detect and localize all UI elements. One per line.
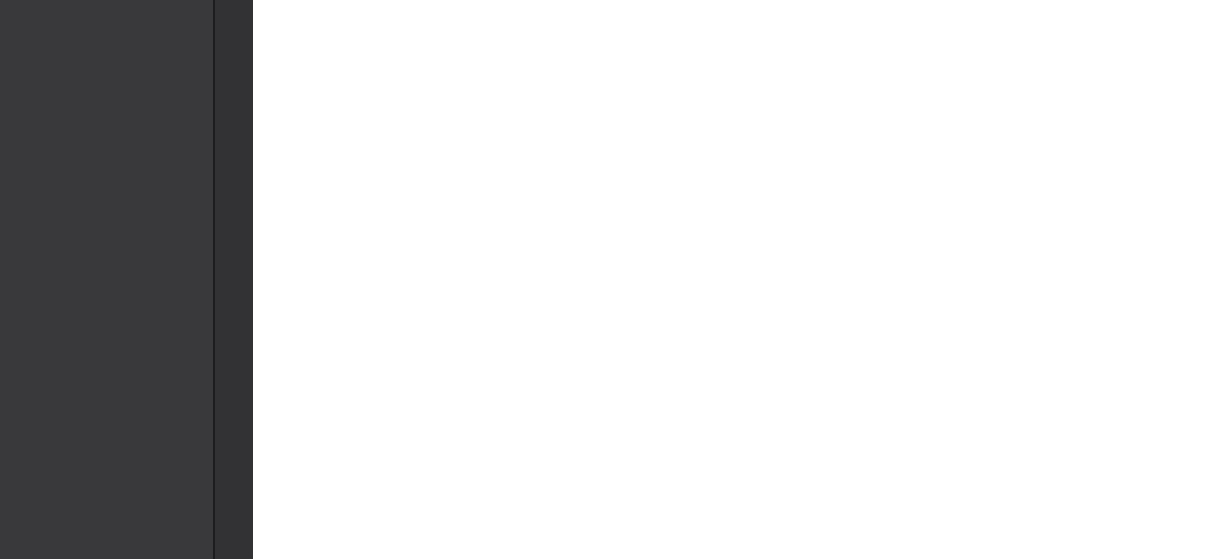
drop-zones-sidebar [0, 0, 213, 559]
chart-canvas [253, 0, 1035, 559]
expenses-chart[interactable] [253, 0, 1035, 559]
sidebar-divider [213, 0, 215, 559]
chart-legend [1036, 4, 1176, 19]
visual-type-toolbar [215, 0, 253, 559]
